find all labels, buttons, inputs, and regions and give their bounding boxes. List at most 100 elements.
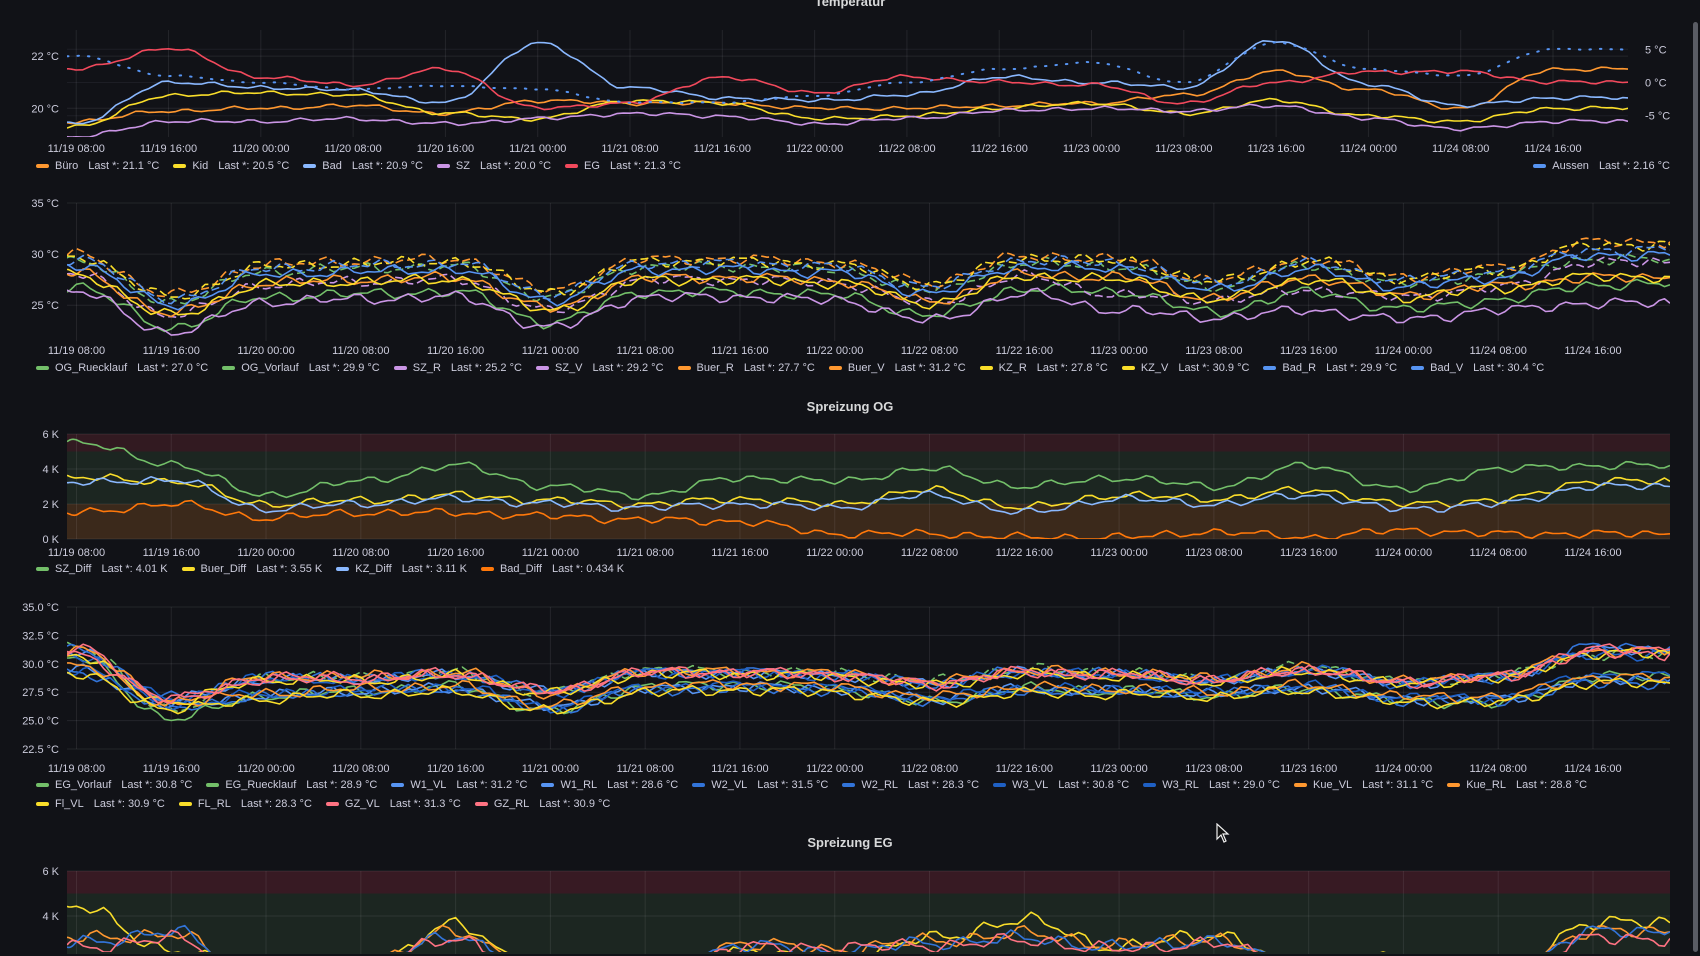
legend-item-sz_v[interactable]: SZ_V Last *: 29.2 °C <box>535 362 664 374</box>
legend-series-name: Kid <box>192 160 209 172</box>
x-tick-label: 11/22 00:00 <box>806 763 863 775</box>
x-tick-label: 11/19 16:00 <box>143 547 200 559</box>
legend-series-name: KZ_Diff <box>355 563 392 575</box>
legend-item-og_vorlauf[interactable]: OG_Vorlauf Last *: 29.9 °C <box>222 362 380 374</box>
page-scrollbar[interactable] <box>1693 22 1698 952</box>
x-tick-label: 11/22 00:00 <box>806 345 863 357</box>
y-tick-label: 22 °C <box>31 51 59 63</box>
x-tick-label: 11/23 00:00 <box>1090 547 1147 559</box>
legend-color-swatch <box>173 164 187 168</box>
legend-series-name: W2_VL <box>711 779 748 791</box>
y-tick-label: 35 °C <box>31 198 59 210</box>
x-tick-label: 11/24 08:00 <box>1470 345 1527 357</box>
y-tick-label: 25.0 °C <box>22 716 59 728</box>
legend-color-swatch <box>303 164 317 168</box>
legend-series-name: W1_VL <box>410 779 447 791</box>
legend-item-fl_vl[interactable]: Fl_VL Last *: 30.9 °C <box>36 798 165 810</box>
legend-color-swatch <box>692 783 706 787</box>
series-line-kue_vl <box>67 645 1670 707</box>
legend-last-value: Last *: 21.1 °C <box>88 160 160 172</box>
x-tick-label: 11/24 08:00 <box>1432 143 1489 155</box>
legend-item-bad_r[interactable]: Bad_R Last *: 29.9 °C <box>1263 362 1397 374</box>
legend-item-aussen[interactable]: Aussen Last *: 2.16 °C <box>1533 160 1670 172</box>
y-tick-label: 22.5 °C <box>22 744 59 756</box>
legend-last-value: Last *: 20.5 °C <box>218 160 290 172</box>
legend-last-value: Last *: 29.9 °C <box>1326 362 1398 374</box>
legend-last-value: Last *: 4.01 K <box>101 563 168 575</box>
legend-series-name: Buer_V <box>847 362 885 374</box>
legend-item-kue_rl[interactable]: Kue_RL Last *: 28.8 °C <box>1447 779 1587 791</box>
legend-item-kid[interactable]: Kid Last *: 20.5 °C <box>173 160 289 172</box>
legend-color-swatch <box>1294 783 1307 787</box>
legend-item-gz_vl[interactable]: GZ_VL Last *: 31.3 °C <box>325 798 461 810</box>
legend-series-name: SZ_Diff <box>55 563 92 575</box>
legend-spreizung-og: SZ_Diff Last *: 4.01 K Buer_Diff Last *: 3.… <box>36 563 624 575</box>
legend-item-bad_v[interactable]: Bad_V Last *: 30.4 °C <box>1411 362 1544 374</box>
legend-item-sz_diff[interactable]: SZ_Diff Last *: 4.01 K <box>36 563 168 575</box>
series-line-bad_diff <box>67 499 1670 539</box>
series-line-w2_rl <box>67 668 1670 714</box>
legend-last-value: Last *: 3.55 K <box>256 563 323 575</box>
legend-series-name: GZ_VL <box>344 798 380 810</box>
x-tick-label: 11/24 16:00 <box>1524 143 1581 155</box>
legend-item-w1_vl[interactable]: W1_VL Last *: 31.2 °C <box>391 779 527 791</box>
x-tick-label: 11/24 16:00 <box>1564 763 1621 775</box>
legend-color-swatch <box>36 802 49 806</box>
y-tick-label: 35.0 °C <box>22 602 59 614</box>
legend-vorlauf-ruecklauf-eg: EG_Vorlauf Last *: 30.8 °C EG_Ruecklauf Las… <box>36 779 1676 810</box>
legend-item-w2_vl[interactable]: W2_VL Last *: 31.5 °C <box>692 779 828 791</box>
legend-item-eg_vorlauf[interactable]: EG_Vorlauf Last *: 30.8 °C <box>36 779 192 791</box>
x-tick-label: 11/19 08:00 <box>48 763 105 775</box>
panel-title-spreizung-og: Spreizung OG <box>806 399 894 414</box>
y-right-tick-label: 0 °C <box>1645 78 1667 90</box>
legend-color-swatch <box>336 567 350 571</box>
legend-series-name: FL_RL <box>197 798 231 810</box>
legend-item-büro[interactable]: Büro Last *: 21.1 °C <box>36 160 159 172</box>
legend-item-eg_ruecklauf[interactable]: EG_Ruecklauf Last *: 28.9 °C <box>206 779 377 791</box>
legend-last-value: Last *: 0.434 K <box>551 563 625 575</box>
legend-series-name: Bad_V <box>1430 362 1464 374</box>
mouse-cursor-icon <box>1216 822 1230 848</box>
legend-item-buer_diff[interactable]: Buer_Diff Last *: 3.55 K <box>181 563 323 575</box>
legend-item-kue_vl[interactable]: Kue_VL Last *: 31.1 °C <box>1294 779 1433 791</box>
legend-item-sz[interactable]: SZ Last *: 20.0 °C <box>436 160 551 172</box>
legend-item-kz_diff[interactable]: KZ_Diff Last *: 3.11 K <box>336 563 467 575</box>
legend-item-w1_rl[interactable]: W1_RL Last *: 28.6 °C <box>541 779 678 791</box>
legend-color-swatch <box>993 783 1007 787</box>
legend-item-buer_v[interactable]: Buer_V Last *: 31.2 °C <box>828 362 966 374</box>
legend-series-name: KZ_V <box>1140 362 1169 374</box>
legend-item-w3_rl[interactable]: W3_RL Last *: 29.0 °C <box>1143 779 1280 791</box>
legend-last-value: Last *: 30.9 °C <box>1178 362 1250 374</box>
x-tick-label: 11/20 00:00 <box>237 763 294 775</box>
legend-last-value: Last *: 30.9 °C <box>539 798 611 810</box>
x-tick-label: 11/20 16:00 <box>427 345 484 357</box>
legend-last-value: Last *: 30.4 °C <box>1473 362 1545 374</box>
legend-item-eg[interactable]: EG Last *: 21.3 °C <box>565 160 681 172</box>
legend-item-kz_v[interactable]: KZ_V Last *: 30.9 °C <box>1121 362 1250 374</box>
y-tick-label: 20 °C <box>31 103 59 115</box>
series-line-og_vorlauf <box>67 253 1670 305</box>
x-tick-label: 11/24 00:00 <box>1340 143 1397 155</box>
chart-panel-3: 35.0 °C 32.5 °C 30.0 °C 27.5 °C 25.0 °C 22.5 … <box>22 602 1670 775</box>
legend-item-w3_vl[interactable]: W3_VL Last *: 30.8 °C <box>993 779 1129 791</box>
legend-item-kz_r[interactable]: KZ_R Last *: 27.8 °C <box>979 362 1108 374</box>
x-tick-label: 11/22 08:00 <box>901 763 958 775</box>
legend-item-og_ruecklauf[interactable]: OG_Ruecklauf Last *: 27.0 °C <box>36 362 208 374</box>
y-right-tick-label: 5 °C <box>1645 44 1667 56</box>
legend-item-fl_rl[interactable]: FL_RL Last *: 28.3 °C <box>178 798 312 810</box>
legend-series-name: KZ_R <box>998 362 1027 374</box>
legend-last-value: Last *: 27.7 °C <box>743 362 815 374</box>
legend-item-sz_r[interactable]: SZ_R Last *: 25.2 °C <box>393 362 522 374</box>
x-tick-label: 11/20 00:00 <box>237 547 294 559</box>
chart-panel-2: 6 K 4 K 2 K 0 K11/19 08:00 11/19 16:00 11/20 … <box>42 429 1670 559</box>
legend-item-bad_diff[interactable]: Bad_Diff Last *: 0.434 K <box>480 563 625 575</box>
legend-item-bad[interactable]: Bad Last *: 20.9 °C <box>303 160 423 172</box>
y-tick-label: 30.0 °C <box>22 659 59 671</box>
legend-color-swatch <box>325 802 339 806</box>
series-line-eg <box>67 47 1628 111</box>
x-tick-label: 11/24 00:00 <box>1375 345 1432 357</box>
legend-item-gz_rl[interactable]: GZ_RL Last *: 30.9 °C <box>474 798 611 810</box>
legend-item-w2_rl[interactable]: W2_RL Last *: 28.3 °C <box>842 779 979 791</box>
legend-item-buer_r[interactable]: Buer_R Last *: 27.7 °C <box>677 362 815 374</box>
